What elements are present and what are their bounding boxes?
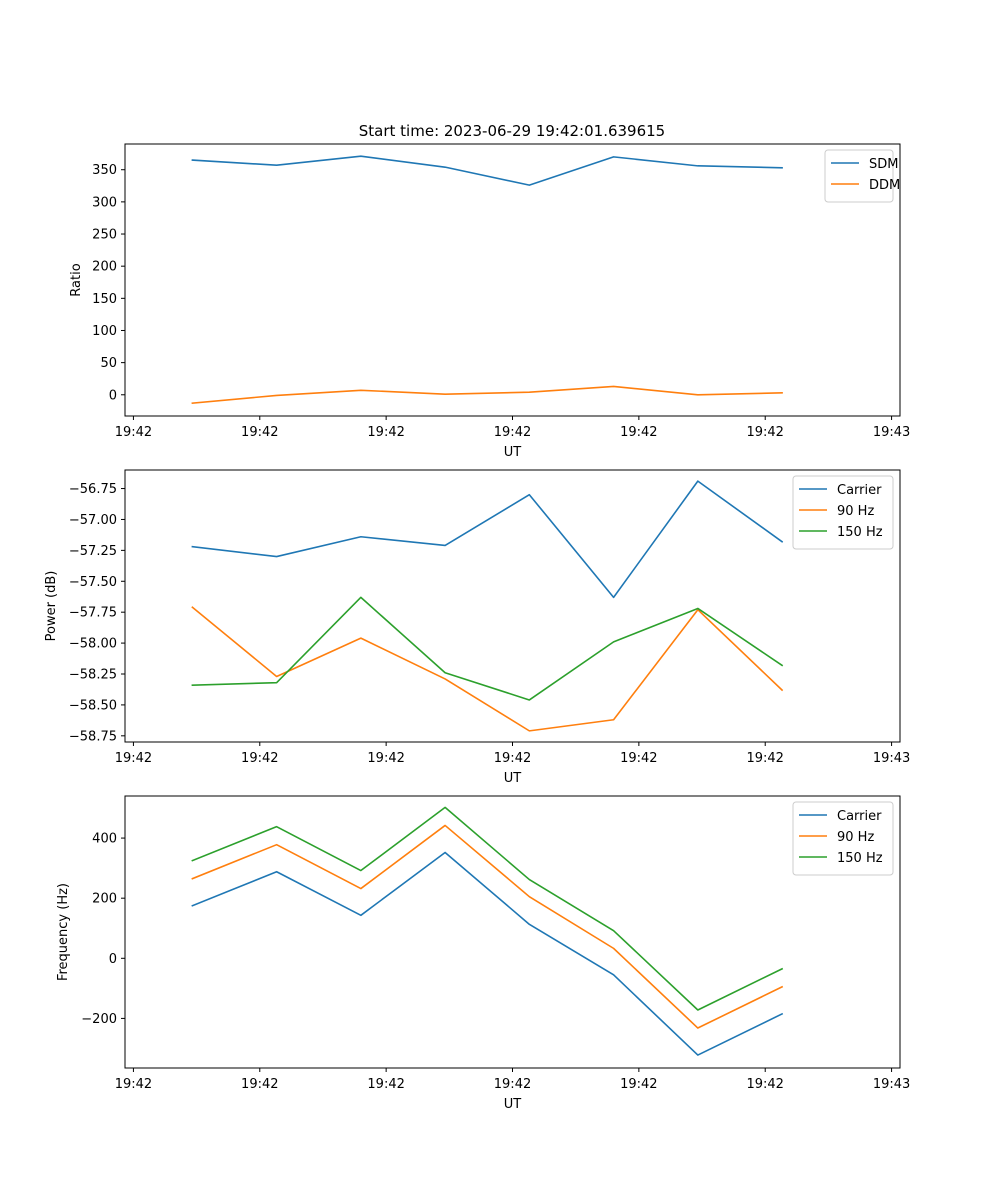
x-tick-label: 19:42 [620, 425, 657, 440]
series-line-150-hz [191, 806, 784, 1011]
y-tick-label: −56.75 [69, 482, 117, 497]
x-tick-label: 19:42 [115, 1077, 152, 1092]
legend-entry-label: SDM [869, 157, 898, 172]
x-tick-label: 19:42 [115, 751, 152, 766]
x-tick-label: 19:42 [494, 1077, 531, 1092]
y-tick-label: −57.25 [69, 544, 117, 559]
chart-panel-2: 19:42 19:42 19:42 19:42 19:42 19:42 19:43 UT −58… [44, 469, 910, 786]
y-axis-label: Frequency (Hz) [56, 883, 71, 981]
x-tick-label: 19:42 [746, 751, 783, 766]
y-tick-label: −57.50 [69, 575, 117, 590]
legend: SDM DDM [824, 149, 900, 203]
y-tick-label: 400 [92, 832, 117, 847]
y-tick-label: −200 [81, 1012, 117, 1027]
y-tick-label: −57.00 [69, 513, 117, 528]
x-tick-label: 19:42 [746, 425, 783, 440]
series-line-90-hz [191, 606, 784, 732]
legend: Carrier 90 Hz 150 Hz [792, 475, 894, 550]
legend-entry-label: Carrier [837, 483, 882, 498]
series-line-carrier [191, 480, 784, 599]
legend-entry-label: Carrier [837, 809, 882, 824]
x-axis-label: UT [504, 771, 522, 786]
x-tick-label: 19:42 [620, 751, 657, 766]
axes-frame [124, 795, 901, 1069]
x-tick-label: 19:42 [746, 1077, 783, 1092]
y-tick-label: −58.50 [69, 698, 117, 713]
y-tick-label: 250 [92, 228, 117, 243]
series-line-sdm [191, 155, 783, 186]
y-axis-label: Ratio [69, 263, 84, 296]
y-tick-label: 300 [92, 195, 117, 210]
x-tick-label: 19:42 [115, 425, 152, 440]
legend-entry-label: 150 Hz [837, 525, 883, 540]
series-line-ddm [191, 385, 783, 405]
x-tick-label: 19:42 [241, 1077, 278, 1092]
y-tick-label: 50 [100, 356, 117, 371]
axes-frame [124, 143, 901, 417]
x-axis-label: UT [504, 445, 522, 460]
x-tick-label: 19:42 [367, 1077, 404, 1092]
x-tick-label: 19:42 [494, 425, 531, 440]
chart-title: Start time: 2023-06-29 19:42:01.639615 [359, 122, 665, 140]
x-tick-label: 19:42 [620, 1077, 657, 1092]
series-line-150-hz [191, 596, 784, 701]
x-tick-label: 19:43 [873, 1077, 910, 1092]
legend-entry-label: 150 Hz [837, 851, 883, 866]
y-tick-label: 350 [92, 163, 117, 178]
y-tick-label: 100 [92, 324, 117, 339]
x-tick-label: 19:43 [873, 425, 910, 440]
series-line-90-hz [191, 824, 784, 1029]
x-tick-label: 19:42 [367, 751, 404, 766]
y-axis-label: Power (dB) [44, 571, 59, 642]
y-tick-label: −58.75 [69, 729, 117, 744]
axes-frame [124, 469, 901, 743]
y-tick-label: −57.75 [69, 606, 117, 621]
legend: Carrier 90 Hz 150 Hz [792, 801, 894, 876]
legend-entry-label: DDM [869, 178, 900, 193]
x-tick-label: 19:42 [241, 751, 278, 766]
x-axis-label: UT [504, 1097, 522, 1112]
y-tick-label: 150 [92, 292, 117, 307]
x-tick-label: 19:43 [873, 751, 910, 766]
legend-entry-label: 90 Hz [837, 830, 874, 845]
chart-panel-1: 19:42 19:42 19:42 19:42 19:42 19:42 19:43 UT 0 50… [69, 143, 910, 460]
legend-entry-label: 90 Hz [837, 504, 874, 519]
x-tick-label: 19:42 [494, 751, 531, 766]
y-tick-label: 200 [92, 892, 117, 907]
plots-container: 19:42 19:42 19:42 19:42 19:42 19:42 19:43 UT 0 50… [44, 143, 910, 1112]
y-tick-label: 0 [109, 952, 117, 967]
x-tick-label: 19:42 [367, 425, 404, 440]
y-tick-label: 0 [109, 388, 117, 403]
series-line-carrier [191, 851, 784, 1056]
x-tick-label: 19:42 [241, 425, 278, 440]
y-tick-label: 200 [92, 260, 117, 275]
y-tick-label: −58.00 [69, 637, 117, 652]
chart-panel-3: 19:42 19:42 19:42 19:42 19:42 19:42 19:43 UT −20… [56, 795, 910, 1112]
y-tick-label: −58.25 [69, 668, 117, 683]
